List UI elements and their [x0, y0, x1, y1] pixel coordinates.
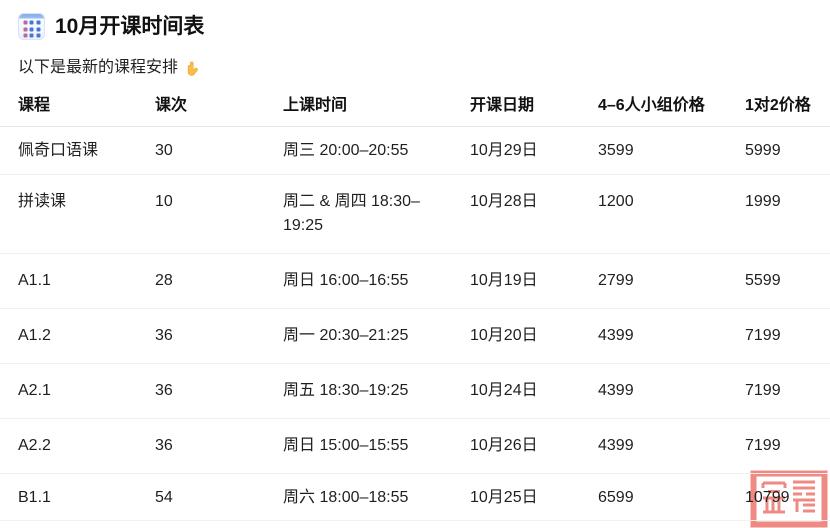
cell-group_price: 3599 — [598, 142, 634, 159]
cell-start_date: 10月25日 — [470, 489, 538, 506]
table-body: 佩奇口语课 30 周三 20:00–20:55 10月29日 3599 5999 拼读课 10… — [0, 127, 830, 521]
cell-one_on_two_price: 1999 — [745, 193, 781, 210]
cell-course: B1.1 — [18, 489, 51, 506]
cell-time: 周一 20:30–21:25 — [283, 327, 409, 344]
table-header-row: 课程 课次 上课时间 开课日期 4–6人小组价格 1对2价格 — [0, 88, 830, 127]
calendar-icon-grid — [23, 20, 40, 38]
cell-one_on_two_price: 7199 — [745, 382, 781, 399]
table-row: A1.2 36 周一 20:30–21:25 10月20日 4399 7199 — [0, 309, 830, 364]
cell-start_date: 10月19日 — [470, 272, 538, 289]
cell-lessons: 30 — [155, 142, 173, 159]
cell-course: A1.1 — [18, 272, 51, 289]
column-header-start_date: 开课日期 — [470, 97, 535, 114]
page-title: 10月开课时间表 — [55, 15, 205, 38]
cell-lessons: 36 — [155, 437, 173, 454]
cell-lessons: 36 — [155, 327, 173, 344]
cell-time: 周五 18:30–19:25 — [283, 382, 409, 399]
cell-one_on_two_price: 10799 — [745, 489, 790, 506]
cell-start_date: 10月20日 — [470, 327, 538, 344]
schedule-table: 课程 课次 上课时间 开课日期 4–6人小组价格 1对2价格 佩奇口语课 30 周三 20:0… — [0, 88, 830, 521]
cell-one_on_two_price: 7199 — [745, 437, 781, 454]
table-row: B1.1 54 周六 18:00–18:55 10月25日 6599 10799 — [0, 474, 830, 521]
cell-time: 周六 18:00–18:55 — [283, 489, 409, 506]
pointing-down-hand-icon — [187, 61, 198, 76]
cell-group_price: 1200 — [598, 193, 634, 210]
cell-start_date: 10月28日 — [470, 193, 538, 210]
cell-time: 周二 & 周四 18:30–19:25 — [283, 193, 420, 234]
cell-course: 拼读课 — [18, 193, 67, 210]
cell-time: 周日 16:00–16:55 — [283, 272, 409, 289]
cell-group_price: 4399 — [598, 382, 634, 399]
cell-course: A1.2 — [18, 327, 51, 344]
table-row: 拼读课 10 周二 & 周四 18:30–19:25 10月28日 1200 1999 — [0, 175, 830, 254]
calendar-icon — [18, 13, 45, 40]
cell-group_price: 4399 — [598, 327, 634, 344]
cell-start_date: 10月29日 — [470, 142, 538, 159]
page-subtitle: 以下是最新的课程安排 — [18, 57, 812, 79]
cell-course: 佩奇口语课 — [18, 142, 99, 159]
cell-group_price: 2799 — [598, 272, 634, 289]
column-header-one_on_two_price: 1对2价格 — [745, 97, 811, 114]
cell-one_on_two_price: 7199 — [745, 327, 781, 344]
column-header-time: 上课时间 — [283, 97, 348, 114]
cell-time: 周三 20:00–20:55 — [283, 142, 409, 159]
cell-start_date: 10月26日 — [470, 437, 538, 454]
table-row: A2.1 36 周五 18:30–19:25 10月24日 4399 7199 — [0, 364, 830, 419]
column-header-course: 课程 — [18, 97, 51, 114]
subtitle-text: 以下是最新的课程安排 — [18, 59, 179, 76]
cell-lessons: 36 — [155, 382, 173, 399]
table-row: A1.1 28 周日 16:00–16:55 10月19日 2799 5599 — [0, 254, 830, 309]
column-header-lessons: 课次 — [155, 97, 188, 114]
cell-time: 周日 15:00–15:55 — [283, 437, 409, 454]
table-row: A2.2 36 周日 15:00–15:55 10月26日 4399 7199 — [0, 419, 830, 474]
cell-group_price: 6599 — [598, 489, 634, 506]
cell-group_price: 4399 — [598, 437, 634, 454]
column-header-group_price: 4–6人小组价格 — [598, 97, 705, 114]
cell-start_date: 10月24日 — [470, 382, 538, 399]
table-row: 佩奇口语课 30 周三 20:00–20:55 10月29日 3599 5999 — [0, 127, 830, 175]
page-header: 10月开课时间表 — [0, 0, 830, 40]
cell-course: A2.2 — [18, 437, 51, 454]
cell-course: A2.1 — [18, 382, 51, 399]
cell-one_on_two_price: 5999 — [745, 142, 781, 159]
cell-lessons: 28 — [155, 272, 173, 289]
cell-lessons: 10 — [155, 193, 173, 210]
cell-lessons: 54 — [155, 489, 173, 506]
cell-one_on_two_price: 5599 — [745, 272, 781, 289]
